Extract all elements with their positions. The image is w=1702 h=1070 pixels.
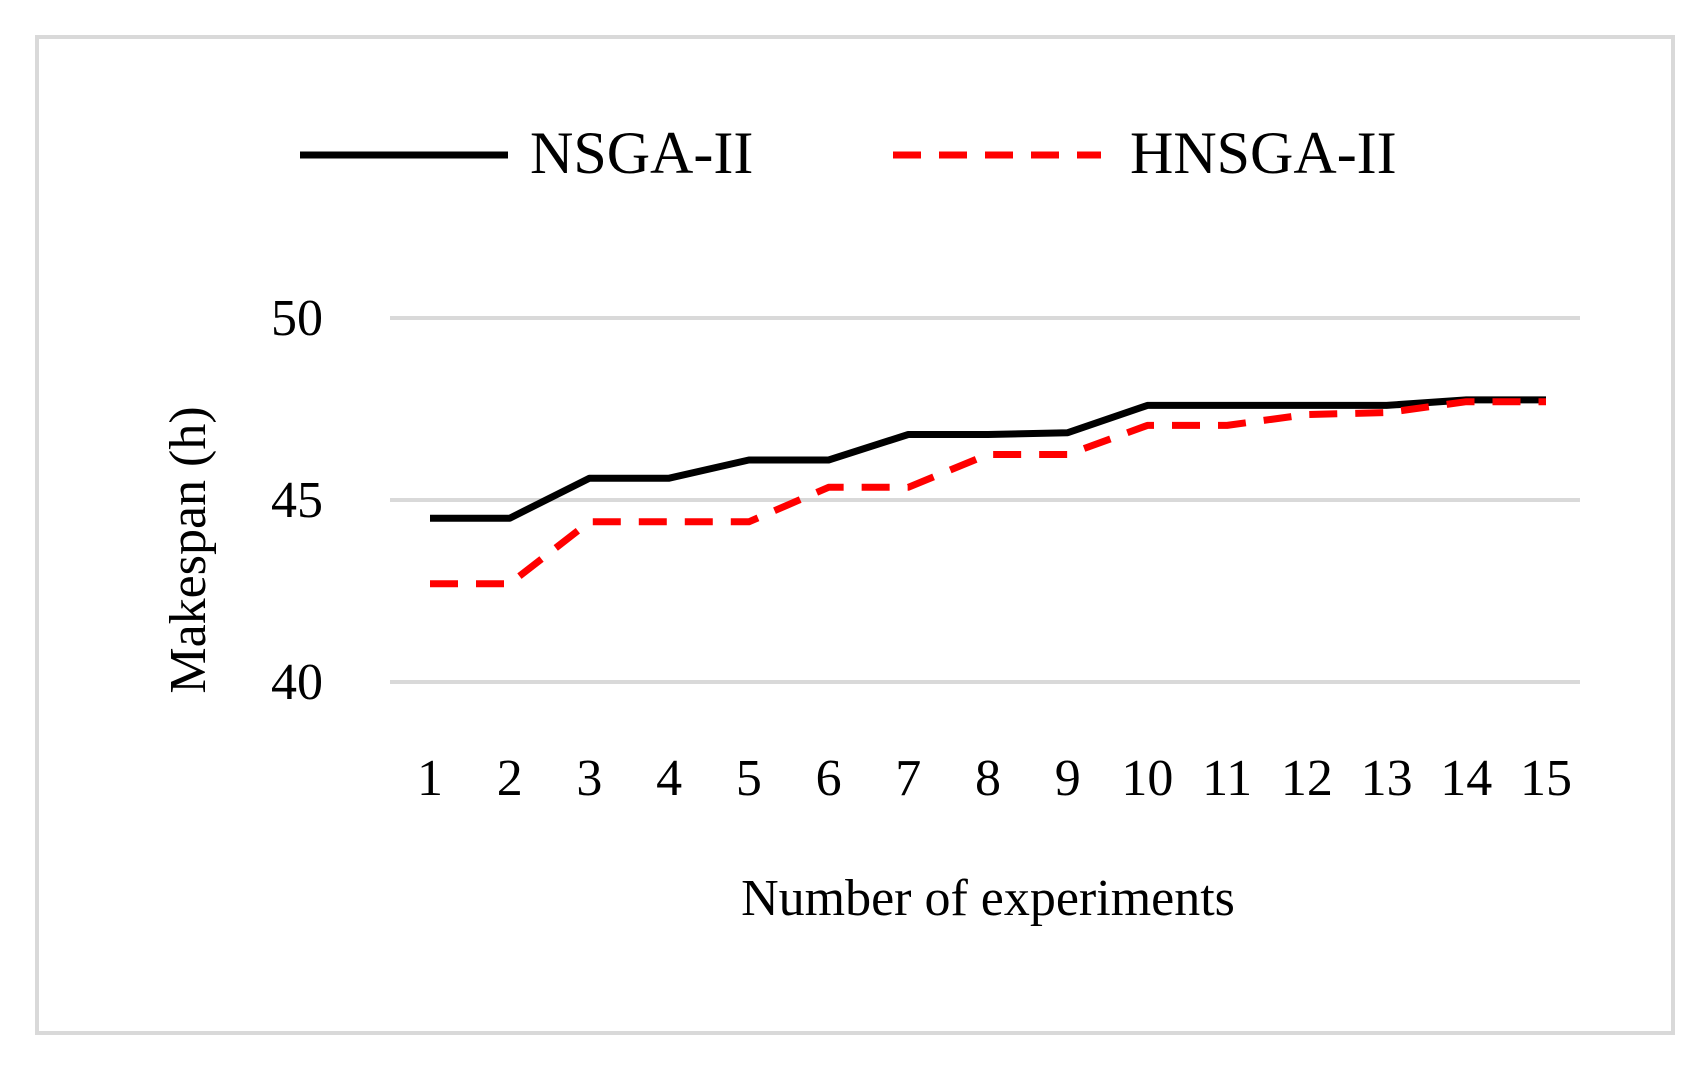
y-tick-labels: 40 45 50 bbox=[271, 290, 323, 711]
x-tick-label: 15 bbox=[1520, 750, 1572, 807]
legend-label-hnsga-ii: HNSGA-II bbox=[1130, 120, 1397, 186]
x-tick-label: 11 bbox=[1202, 750, 1252, 807]
y-tick-label: 50 bbox=[271, 290, 323, 347]
series-line-hnsga-ii bbox=[430, 398, 1546, 588]
x-tick-labels: 1 2 3 4 5 6 7 8 9 10 11 12 13 14 15 bbox=[417, 750, 1572, 807]
x-tick-label: 12 bbox=[1281, 750, 1333, 807]
x-axis-label: Number of experiments bbox=[741, 870, 1235, 927]
x-tick-label: 8 bbox=[975, 750, 1001, 807]
series-lines bbox=[430, 396, 1546, 588]
x-tick-label: 10 bbox=[1121, 750, 1173, 807]
x-tick-label: 13 bbox=[1361, 750, 1413, 807]
x-tick-label: 5 bbox=[736, 750, 762, 807]
chart-frame bbox=[35, 35, 1675, 1035]
x-tick-label: 1 bbox=[417, 750, 443, 807]
gridlines bbox=[390, 316, 1580, 684]
x-tick-label: 3 bbox=[576, 750, 602, 807]
legend-label-nsga-ii: NSGA-II bbox=[530, 120, 753, 186]
y-tick-label: 40 bbox=[271, 654, 323, 711]
x-tick-label: 4 bbox=[656, 750, 682, 807]
x-tick-label: 6 bbox=[816, 750, 842, 807]
x-tick-label: 7 bbox=[895, 750, 921, 807]
series-line-nsga-ii bbox=[430, 396, 1546, 522]
y-axis-label: Makespan (h) bbox=[160, 406, 217, 693]
y-tick-label: 45 bbox=[271, 472, 323, 529]
x-tick-label: 14 bbox=[1440, 750, 1492, 807]
x-tick-label: 2 bbox=[497, 750, 523, 807]
legend: NSGA-II HNSGA-II bbox=[300, 120, 1397, 186]
x-tick-label: 9 bbox=[1055, 750, 1081, 807]
